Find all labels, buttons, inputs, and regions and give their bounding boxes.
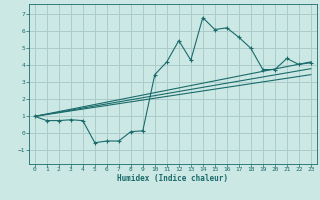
X-axis label: Humidex (Indice chaleur): Humidex (Indice chaleur) — [117, 174, 228, 183]
